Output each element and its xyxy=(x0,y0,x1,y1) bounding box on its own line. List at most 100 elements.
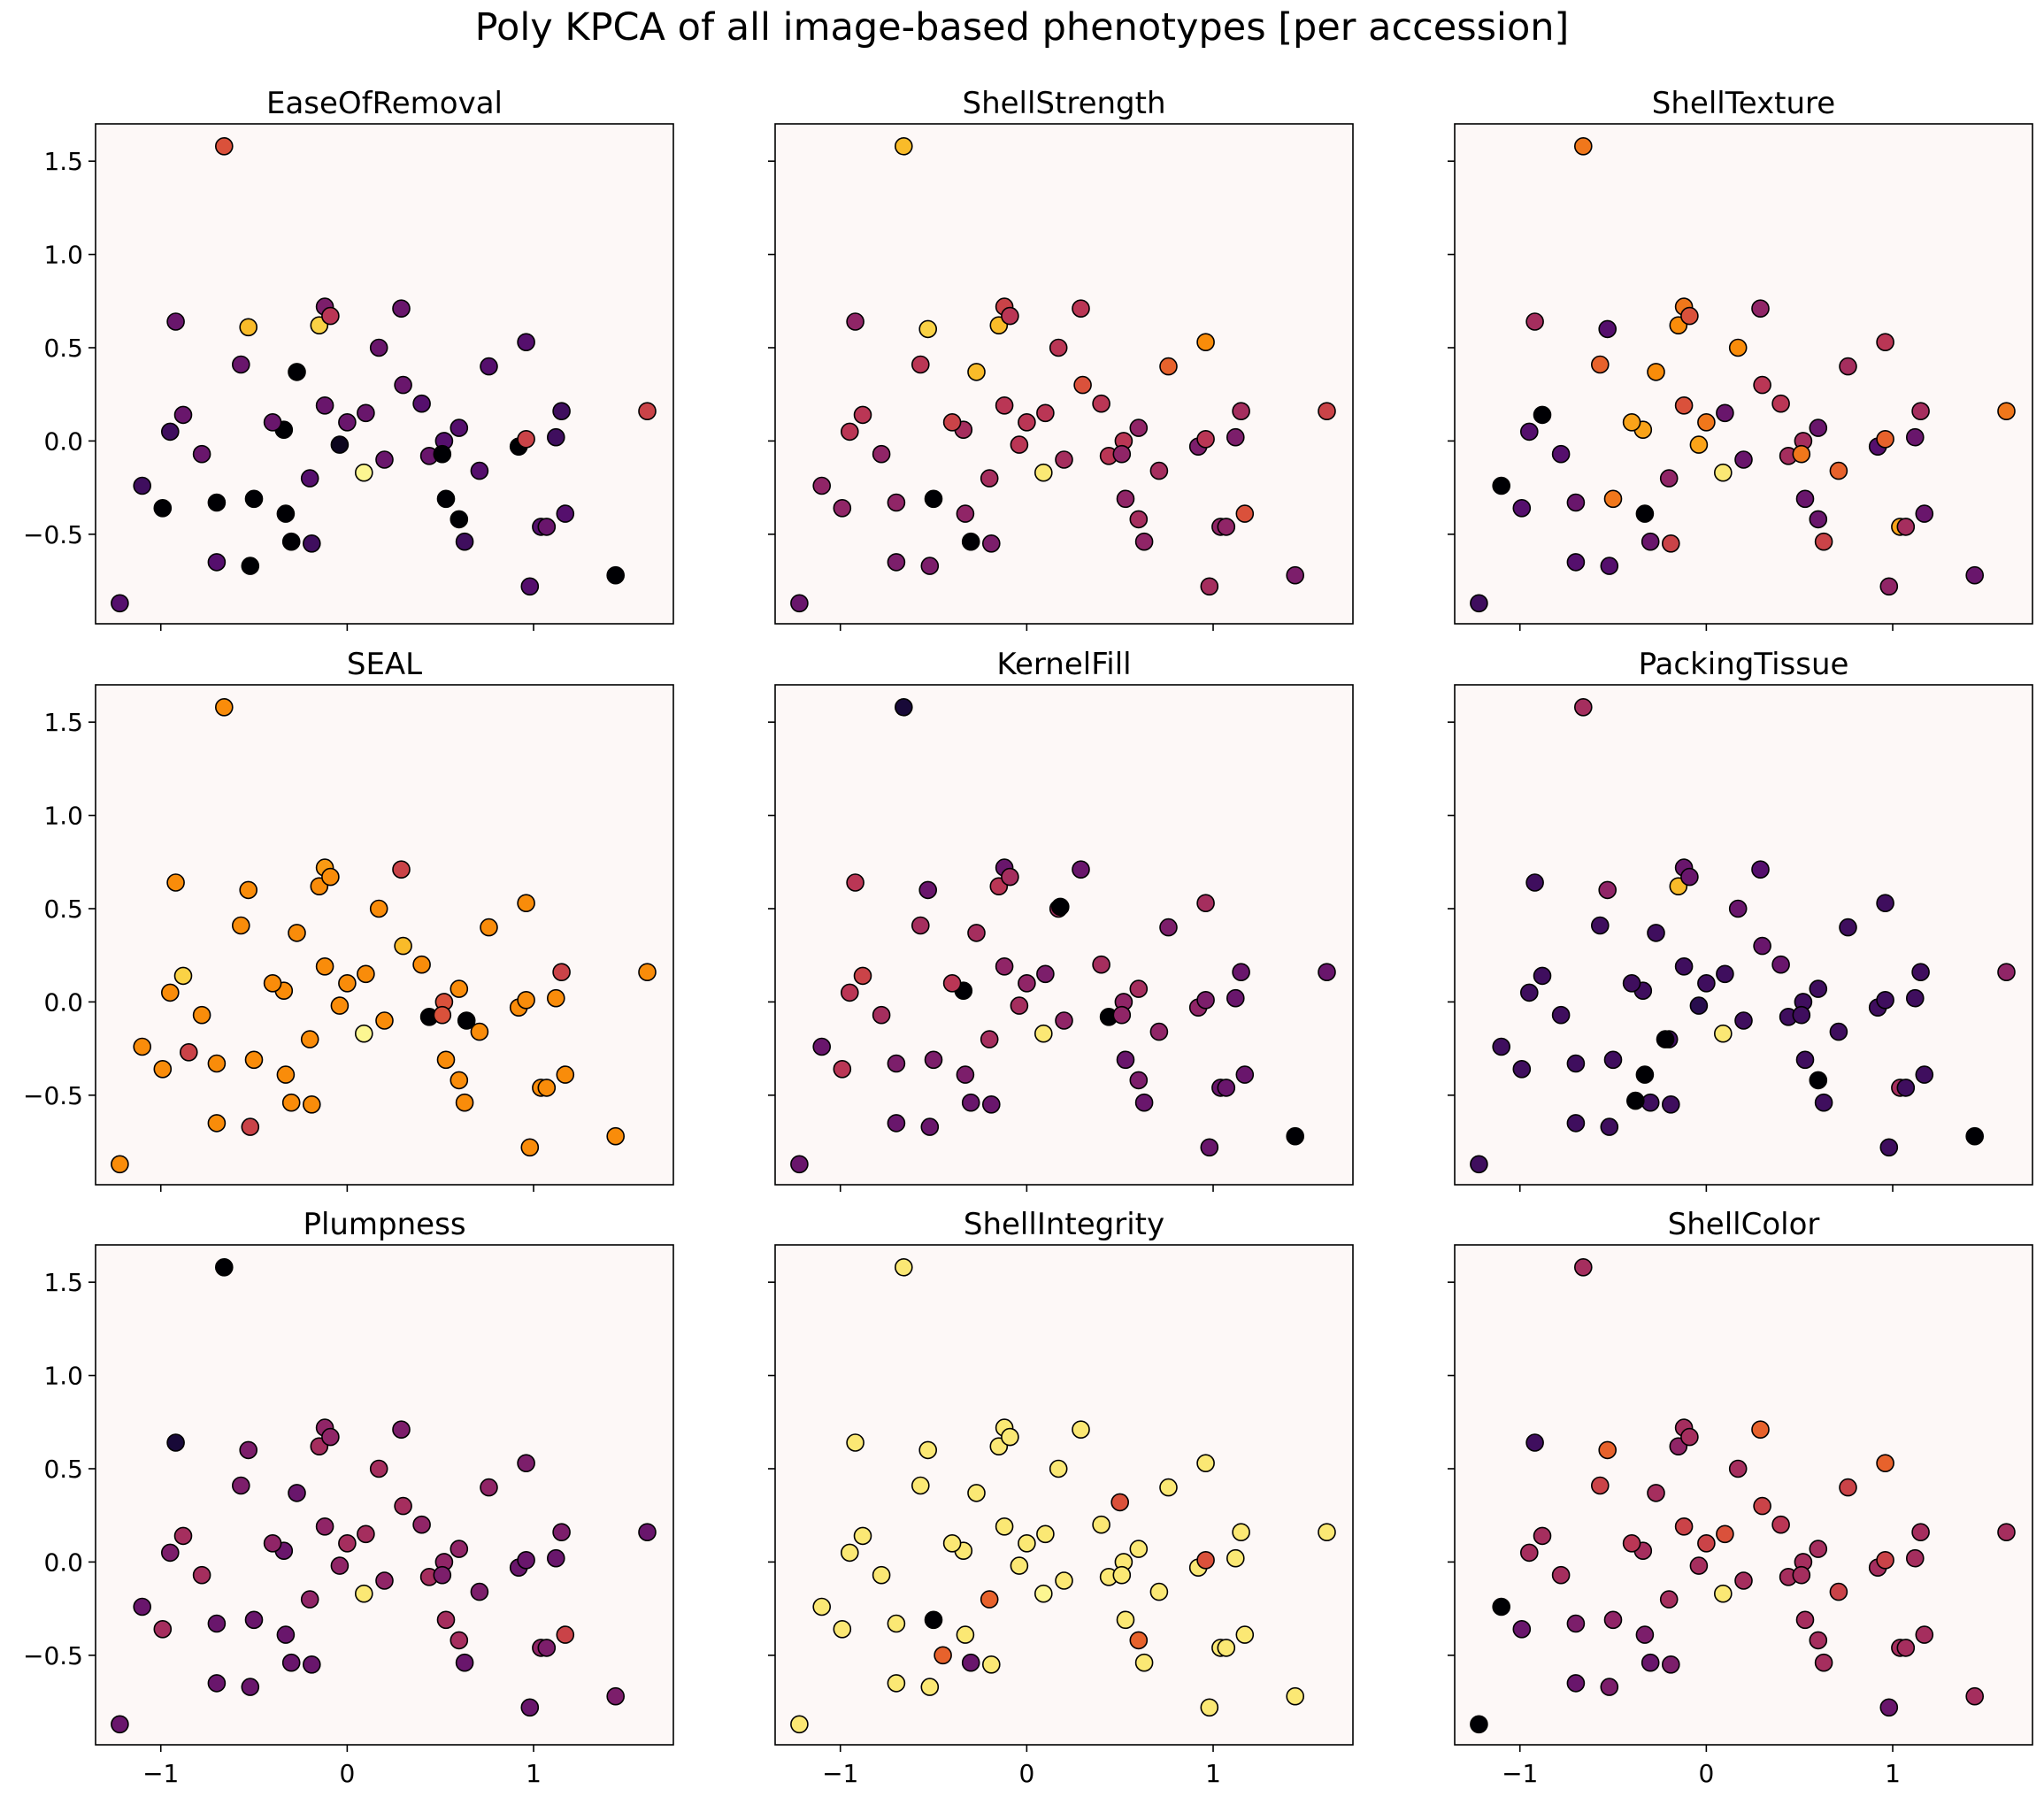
data-point xyxy=(244,489,264,509)
data-point xyxy=(354,463,373,482)
data-point xyxy=(980,469,999,488)
data-point xyxy=(1674,957,1694,976)
data-point xyxy=(790,1715,809,1734)
data-point xyxy=(173,1526,193,1546)
data-point xyxy=(1072,1420,1090,1439)
data-point xyxy=(1600,1678,1619,1696)
data-point xyxy=(1036,1524,1055,1544)
data-point xyxy=(517,429,535,449)
data-point xyxy=(281,532,301,551)
data-point xyxy=(517,1454,535,1472)
data-point xyxy=(1492,1597,1510,1617)
data-point xyxy=(924,1050,943,1070)
data-point xyxy=(288,1484,306,1502)
data-point xyxy=(1809,1071,1828,1090)
data-point xyxy=(1129,510,1149,529)
data-point xyxy=(239,1440,258,1460)
data-point xyxy=(911,355,930,374)
data-point xyxy=(231,1476,250,1495)
data-point xyxy=(1492,1037,1510,1056)
data-point xyxy=(207,1614,227,1633)
data-point xyxy=(956,504,975,523)
data-point xyxy=(1714,463,1733,482)
data-point xyxy=(961,1653,980,1672)
data-point xyxy=(180,1043,198,1062)
data-point xyxy=(1566,493,1586,512)
data-point xyxy=(1492,476,1510,495)
data-point xyxy=(207,553,227,572)
data-point xyxy=(1697,974,1716,993)
data-point xyxy=(1600,1117,1619,1136)
data-point xyxy=(546,1548,565,1568)
data-point xyxy=(606,565,626,585)
data-point xyxy=(1034,1584,1053,1603)
data-point xyxy=(853,966,872,986)
data-point xyxy=(1512,1620,1532,1639)
data-point xyxy=(192,444,211,464)
data-point xyxy=(1829,1582,1848,1601)
data-point xyxy=(833,1060,852,1079)
data-point xyxy=(1662,1655,1680,1674)
data-point xyxy=(1879,1698,1899,1717)
axes-frame xyxy=(774,1244,1354,1746)
data-point xyxy=(450,979,469,998)
data-point xyxy=(330,435,350,454)
data-point xyxy=(173,966,193,986)
data-point xyxy=(450,1071,469,1090)
data-point xyxy=(1680,1427,1699,1447)
data-point xyxy=(1318,1523,1336,1541)
x-tick-label: 1 xyxy=(526,1759,542,1788)
data-point xyxy=(887,1614,906,1633)
data-point xyxy=(455,1093,474,1112)
data-point xyxy=(1318,402,1336,421)
plot-area xyxy=(96,1245,673,1745)
data-point xyxy=(1149,1582,1169,1601)
data-point xyxy=(1574,697,1593,717)
data-point xyxy=(1196,894,1215,913)
data-point xyxy=(133,1597,151,1617)
data-point xyxy=(1112,444,1132,464)
data-point xyxy=(1809,1631,1828,1650)
data-point xyxy=(1879,577,1899,596)
x-tick-label: −1 xyxy=(1502,1759,1538,1788)
data-point xyxy=(872,1565,891,1585)
data-point xyxy=(192,1005,211,1025)
data-point xyxy=(450,1540,469,1558)
data-point xyxy=(982,534,1001,553)
subplot-shellcolor: ShellColor −1 0 1 xyxy=(1448,1207,2033,1788)
data-point xyxy=(1116,489,1135,509)
data-point xyxy=(394,1496,412,1516)
plot-area xyxy=(775,1245,1353,1745)
data-point xyxy=(244,1050,264,1070)
data-point xyxy=(288,363,306,381)
data-point xyxy=(924,489,943,509)
y-tick-label: 1.5 xyxy=(43,1268,83,1297)
data-point xyxy=(231,355,250,374)
data-point xyxy=(924,1610,943,1630)
data-point xyxy=(1129,1071,1149,1090)
data-point xyxy=(1116,1050,1135,1070)
data-point xyxy=(357,403,375,423)
plot-area xyxy=(1455,685,2032,1185)
data-point xyxy=(1591,916,1610,935)
data-point xyxy=(369,899,388,918)
data-point xyxy=(1716,964,1734,984)
data-point xyxy=(1728,338,1748,357)
data-point xyxy=(133,1037,151,1056)
data-point xyxy=(288,924,306,942)
subplot-title: ShellTexture xyxy=(1652,86,1835,121)
data-point xyxy=(1018,1534,1036,1553)
data-point xyxy=(357,1524,375,1544)
subplot-title: ShellStrength xyxy=(962,86,1165,121)
axes-frame xyxy=(774,123,1354,625)
data-point xyxy=(1525,312,1544,331)
data-point xyxy=(302,534,321,553)
y-tick-label: 0.5 xyxy=(43,1455,83,1484)
data-point xyxy=(1470,1715,1488,1734)
data-point xyxy=(1134,1653,1154,1672)
data-point xyxy=(638,402,657,421)
data-point xyxy=(375,1011,394,1030)
data-point xyxy=(231,916,250,935)
data-point xyxy=(207,1114,227,1133)
data-point xyxy=(1116,1610,1135,1630)
